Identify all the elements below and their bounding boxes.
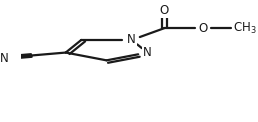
Text: CH$_3$: CH$_3$ (233, 21, 256, 36)
Text: O: O (198, 22, 207, 35)
Text: N: N (143, 46, 152, 59)
Text: N: N (127, 33, 136, 46)
Text: N: N (0, 52, 9, 65)
Text: O: O (159, 4, 169, 17)
